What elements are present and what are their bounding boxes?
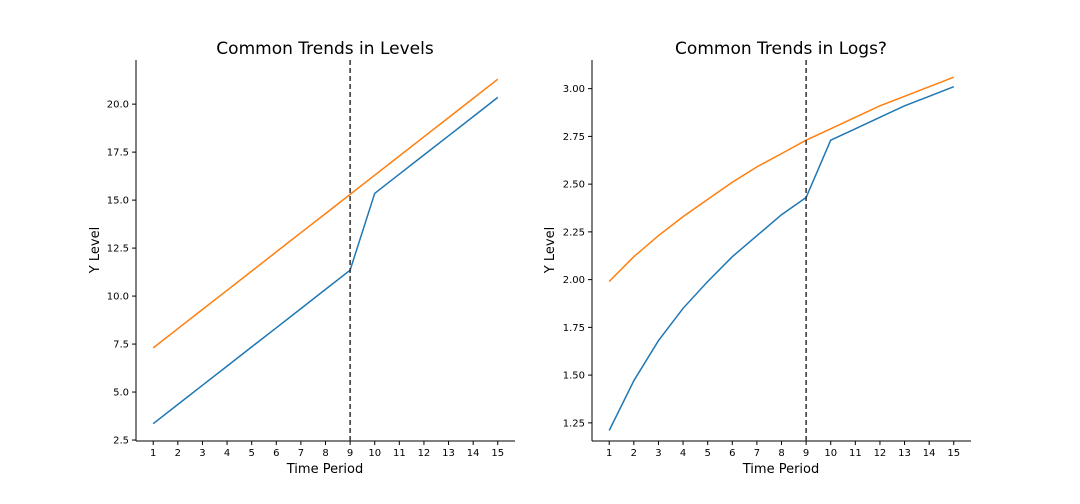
y-tick-label: 1.75 xyxy=(563,323,585,334)
y-tick-label: 10.0 xyxy=(107,292,129,303)
x-tick-label: 3 xyxy=(655,448,661,459)
x-tick-label: 5 xyxy=(704,448,710,459)
x-tick-label: 2 xyxy=(631,448,637,459)
x-tick-label: 2 xyxy=(175,448,181,459)
x-tick-label: 11 xyxy=(393,448,406,459)
x-tick-label: 6 xyxy=(273,448,279,459)
y-tick-label: 7.5 xyxy=(113,340,129,351)
x-tick-label: 13 xyxy=(442,448,455,459)
x-tick-label: 15 xyxy=(947,448,960,459)
x-tick-label: 15 xyxy=(491,448,504,459)
x-tick-label: 12 xyxy=(418,448,431,459)
y-tick-label: 5.0 xyxy=(113,388,129,399)
x-tick-label: 11 xyxy=(849,448,862,459)
y-tick-label: 12.5 xyxy=(107,244,129,255)
x-tick-label: 8 xyxy=(778,448,784,459)
x-tick-label: 9 xyxy=(347,448,353,459)
series-line-blue xyxy=(152,96,499,425)
x-tick-label: 8 xyxy=(322,448,328,459)
x-tick-label: 7 xyxy=(298,448,304,459)
y-tick-label: 1.25 xyxy=(563,418,585,429)
x-tick-label: 14 xyxy=(467,448,480,459)
x-tick-label: 4 xyxy=(224,448,230,459)
y-tick-label: 15.0 xyxy=(107,196,129,207)
chart-title: Common Trends in Levels xyxy=(216,39,434,59)
series-line-orange xyxy=(152,78,499,349)
x-tick-label: 13 xyxy=(898,448,911,459)
y-tick-label: 1.50 xyxy=(563,371,585,382)
y-tick-label: 2.25 xyxy=(563,227,585,238)
y-tick-label: 20.0 xyxy=(107,100,129,111)
x-axis-label: Time Period xyxy=(742,462,819,477)
series-line-blue xyxy=(608,86,955,431)
x-axis-label: Time Period xyxy=(286,462,363,477)
x-tick-label: 9 xyxy=(803,448,809,459)
chart-levels: Common Trends in Levels Time Period Y Le… xyxy=(88,39,515,477)
chart-logs: Common Trends in Logs? Time Period Y Lev… xyxy=(543,39,971,477)
x-tick-label: 4 xyxy=(680,448,686,459)
y-tick-label: 2.75 xyxy=(563,132,585,143)
x-tick-label: 10 xyxy=(368,448,381,459)
x-tick-label: 1 xyxy=(150,448,156,459)
x-tick-label: 1 xyxy=(606,448,612,459)
x-tick-label: 7 xyxy=(754,448,760,459)
y-tick-label: 17.5 xyxy=(107,148,129,159)
x-tick-label: 10 xyxy=(824,448,837,459)
y-tick-label: 2.5 xyxy=(113,436,129,447)
y-axis-label: Y Level xyxy=(88,227,103,274)
series-line-orange xyxy=(608,76,955,283)
x-tick-label: 5 xyxy=(248,448,254,459)
x-tick-label: 14 xyxy=(923,448,936,459)
y-tick-label: 3.00 xyxy=(563,84,585,95)
y-tick-label: 2.50 xyxy=(563,180,585,191)
x-tick-label: 6 xyxy=(729,448,735,459)
x-tick-label: 3 xyxy=(199,448,205,459)
x-tick-label: 12 xyxy=(874,448,887,459)
chart-title: Common Trends in Logs? xyxy=(675,39,887,59)
y-axis-label: Y Level xyxy=(543,227,558,274)
y-tick-label: 2.00 xyxy=(563,275,585,286)
